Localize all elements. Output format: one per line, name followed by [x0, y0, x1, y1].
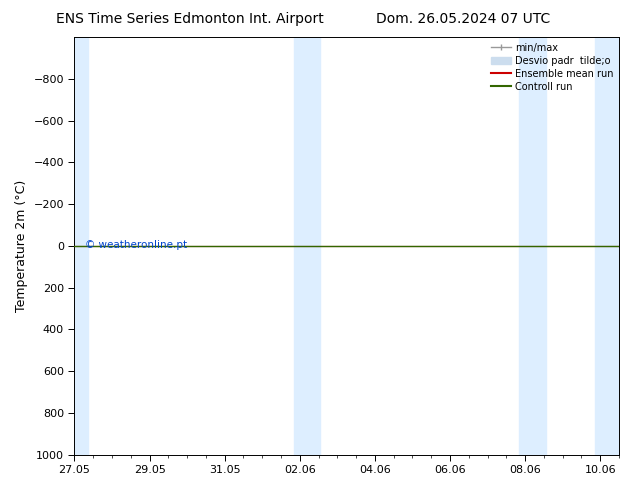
Bar [519, 37, 546, 455]
Y-axis label: Temperature 2m (°C): Temperature 2m (°C) [15, 180, 28, 312]
Bar [74, 37, 87, 455]
Bar [595, 37, 619, 455]
Bar [294, 37, 320, 455]
Text: ENS Time Series Edmonton Int. Airport: ENS Time Series Edmonton Int. Airport [56, 12, 324, 26]
Legend: min/max, Desvio padr  tilde;o, Ensemble mean run, Controll run: min/max, Desvio padr tilde;o, Ensemble m… [488, 39, 617, 96]
Text: Dom. 26.05.2024 07 UTC: Dom. 26.05.2024 07 UTC [376, 12, 550, 26]
Text: © weatheronline.pt: © weatheronline.pt [86, 240, 188, 250]
